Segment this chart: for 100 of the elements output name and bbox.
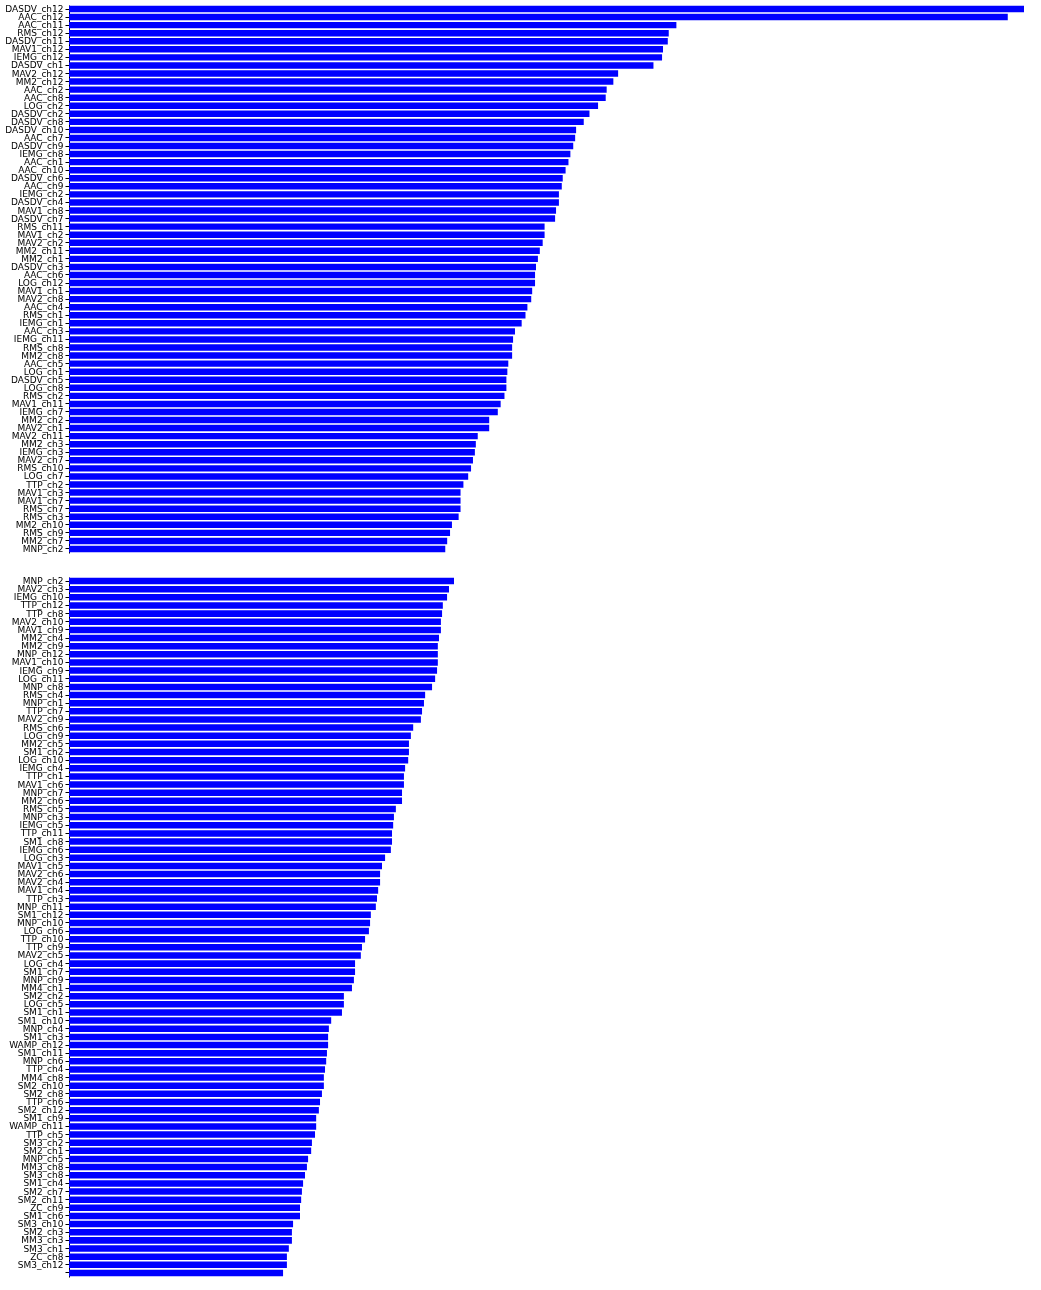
y-tick-label: MAV1_ch1 (17, 286, 64, 297)
y-tick-label: DASDV_ch8 (11, 116, 64, 127)
y-tick-label: RMS_ch8 (22, 342, 64, 353)
y-tick-label: MNP_ch8 (22, 681, 64, 692)
y-tick-label: MAV1_ch9 (17, 624, 64, 635)
y-tick-label: MNP_ch7 (22, 787, 64, 798)
bar (69, 38, 668, 45)
bar (69, 150, 571, 158)
bar (69, 805, 396, 813)
y-tick-label: MNP_ch10 (16, 917, 64, 928)
y-tick-label: SM3_ch8 (23, 1170, 64, 1181)
y-tick-label: MAV2_ch8 (17, 294, 64, 305)
y-tick-label: MM2_ch4 (21, 633, 64, 644)
y-tick-label: IEMG_ch8 (19, 149, 64, 160)
bar (69, 126, 577, 134)
bar (69, 239, 543, 246)
bar (69, 279, 536, 287)
y-tick-label: MAV1_ch3 (17, 487, 64, 498)
y-tick-label: MAV1_ch8 (17, 205, 64, 216)
y-tick-label: MM3_ch3 (21, 1235, 64, 1246)
y-tick-label: RMS_ch9 (22, 527, 64, 538)
y-tick-label: RMS_ch2 (22, 390, 64, 401)
y-tick-label: IEMG_ch5 (19, 820, 64, 831)
y-tick-label: ZC_ch9 (30, 1202, 64, 1213)
bar (69, 134, 576, 142)
bar (69, 5, 1024, 13)
bar (69, 424, 490, 432)
y-tick-label: MM2_ch11 (15, 245, 64, 256)
bar (69, 287, 533, 295)
bar (69, 870, 381, 878)
y-tick-label: MAV2_ch11 (11, 431, 64, 442)
bar (69, 1228, 292, 1236)
y-tick-label: SM2_ch7 (23, 1186, 64, 1197)
y-tick-label: SM1_ch10 (17, 1015, 64, 1026)
y-tick-label: DASDV_ch5 (11, 374, 64, 385)
bar (69, 1049, 327, 1057)
y-tick-label: MM2_ch10 (15, 519, 64, 530)
y-tick-label: SM2_ch2 (23, 991, 64, 1002)
y-tick-label: LOG_ch7 (23, 471, 64, 482)
y-tick-label: TTP_ch9 (25, 942, 64, 953)
bar (69, 756, 409, 764)
y-tick-label: IEMG_ch4 (19, 763, 64, 774)
y-tick-label: SM1_ch12 (17, 909, 64, 920)
y-tick-label: MM2_ch8 (21, 350, 64, 361)
bar (69, 1220, 294, 1228)
y-tick-label: AAC_ch12 (18, 12, 64, 23)
bar (69, 748, 409, 756)
y-tick-label: SM3_ch2 (23, 1137, 64, 1148)
y-tick-label: RMS_ch11 (17, 221, 64, 232)
y-tick-label: TTP_ch4 (25, 1064, 64, 1075)
bar (69, 392, 505, 400)
bar (69, 21, 677, 29)
y-tick-label: SM1_ch1 (23, 1007, 64, 1018)
y-tick-label: MNP_ch6 (22, 1056, 64, 1067)
y-tick-label: AAC_ch7 (23, 132, 64, 143)
y-tick-label: IEMG_ch2 (19, 189, 64, 200)
y-tick-label: AAC_ch4 (23, 302, 64, 313)
bar (69, 416, 490, 424)
bar (69, 968, 356, 976)
y-tick-label: MAV1_ch5 (17, 860, 64, 871)
y-tick-label: WAMP_ch12 (9, 1040, 64, 1051)
y-tick-label: MNP_ch3 (22, 812, 64, 823)
y-tick-label: MM4_ch8 (21, 1072, 64, 1083)
y-tick-label: DASDV_ch4 (11, 197, 64, 208)
y-tick-label: SM2_ch10 (17, 1080, 64, 1091)
y-tick-label: MNP_ch1 (22, 698, 64, 709)
y-tick-label: TTP_ch8 (25, 608, 64, 619)
y-tick-label: MNP_ch9 (22, 974, 64, 985)
y-tick-label: SM2_ch11 (17, 1194, 64, 1205)
bar (69, 263, 536, 271)
bar (69, 118, 584, 126)
y-tick-label: DASDV_ch6 (11, 173, 64, 184)
bar (69, 513, 459, 520)
y-tick-label: DASDV_ch2 (11, 108, 64, 119)
bar (69, 408, 498, 416)
bar (69, 1147, 312, 1155)
bar (69, 1204, 300, 1212)
y-tick-label: MM3_ch8 (21, 1162, 64, 1173)
y-tick-label: MAV2_ch9 (17, 714, 64, 725)
y-tick-label: TTP_ch7 (25, 706, 64, 717)
bar (69, 102, 599, 109)
y-tick-label: RMS_ch12 (17, 28, 64, 39)
y-tick-label: TTP_ch3 (25, 893, 64, 904)
bar (69, 440, 476, 448)
y-tick-label: WAMP_ch11 (9, 1121, 64, 1132)
y-tick-label: TTP_ch5 (25, 1129, 64, 1140)
y-tick-label: IEMG_ch9 (19, 665, 64, 676)
bar (69, 699, 424, 707)
bar (69, 166, 566, 174)
y-tick-label: AAC_ch6 (23, 269, 64, 280)
y-tick-label: MNP_ch4 (22, 1023, 64, 1034)
y-tick-label: MAV1_ch10 (11, 657, 64, 668)
y-tick-label: LOG_ch3 (23, 852, 64, 863)
y-tick-label: TTP_ch1 (25, 771, 64, 782)
y-tick-label: IEMG_ch6 (19, 844, 64, 855)
bar (69, 862, 383, 870)
bar (69, 1269, 284, 1277)
bar (69, 878, 381, 886)
y-tick-label: DASDV_ch11 (5, 36, 64, 47)
bar (69, 247, 540, 255)
